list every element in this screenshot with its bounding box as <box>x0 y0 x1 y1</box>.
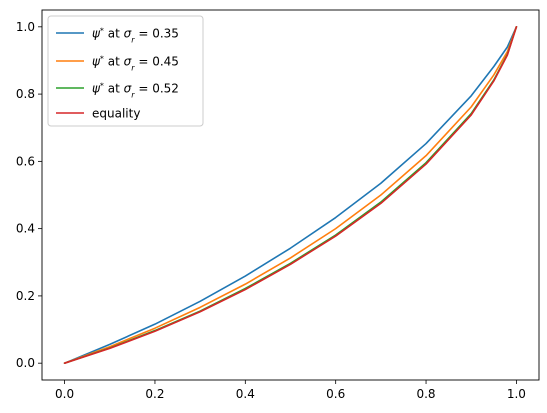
legend-entry-series-2: ψ* at σr = 0.45 <box>92 54 179 72</box>
series-line-2 <box>63 26 518 364</box>
plot-frame <box>41 9 540 381</box>
legend-entry-series-3: ψ* at σr = 0.52 <box>92 81 179 99</box>
x-tick-label: 0.4 <box>236 387 255 401</box>
x-tick-label: 0.8 <box>416 387 435 401</box>
legend: ψ* at σr = 0.35 ψ* at σr = 0.45 ψ* at σr… <box>47 15 204 127</box>
y-tick-label: 0.4 <box>16 222 35 236</box>
x-tick-label: 0.0 <box>55 387 74 401</box>
x-tick-label: 0.2 <box>145 387 164 401</box>
y-tick-label: 0.6 <box>16 154 35 168</box>
x-tick-label: 0.6 <box>326 387 345 401</box>
tick-layer: 0.0 0.2 0.4 0.6 0.8 1.0 0.0 0.2 0.4 0.6 0.8 1.0 <box>16 20 526 401</box>
y-tick-label: 1.0 <box>16 20 35 34</box>
y-tick-label: 0.8 <box>16 87 35 101</box>
series-line-1 <box>63 26 518 364</box>
legend-entry-series-4: equality <box>92 107 140 121</box>
y-tick-label: 0.2 <box>16 289 35 303</box>
x-tick-label: 1.0 <box>507 387 526 401</box>
series-line-4 <box>63 26 518 364</box>
legend-entry-series-1: ψ* at σr = 0.35 <box>92 26 179 44</box>
series-layer <box>63 26 518 364</box>
legend-box <box>47 15 204 127</box>
y-tick-label: 0.0 <box>16 356 35 370</box>
